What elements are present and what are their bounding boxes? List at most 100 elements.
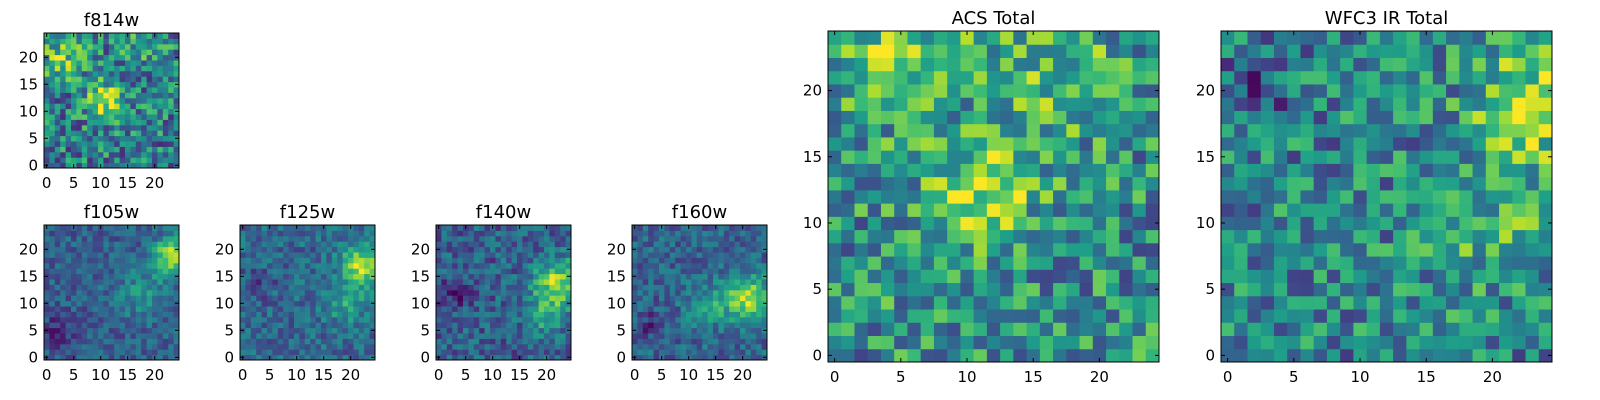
- heatmap-cell: [304, 300, 311, 307]
- x-tick-label: 10: [287, 366, 306, 384]
- heatmap-cell: [1106, 70, 1120, 85]
- heatmap-cell: [947, 136, 961, 151]
- heatmap-cell: [506, 333, 513, 339]
- heatmap-cell: [1538, 282, 1553, 297]
- y-tick-label: 20: [19, 48, 38, 66]
- heatmap-cell: [1066, 57, 1081, 72]
- heatmap-cell: [173, 252, 180, 258]
- heatmap-cell: [986, 242, 1001, 257]
- heatmap-cell: [60, 49, 67, 56]
- heatmap-cell: [294, 279, 300, 285]
- heatmap-cell: [1512, 348, 1527, 363]
- heatmap-cell: [648, 252, 655, 258]
- heatmap-cell: [152, 108, 158, 115]
- heatmap-cell: [1366, 70, 1381, 85]
- heatmap-cell: [304, 268, 311, 275]
- heatmap-cell: [1525, 203, 1540, 217]
- heatmap-cell: [973, 242, 988, 257]
- heatmap-cell: [1459, 150, 1474, 164]
- heatmap-cell: [1446, 269, 1460, 284]
- heatmap-cell: [98, 65, 104, 72]
- heatmap-cell: [506, 327, 513, 334]
- heatmap-cell: [326, 241, 333, 248]
- heatmap-cell: [245, 316, 252, 323]
- heatmap-cell: [867, 242, 882, 257]
- heatmap-cell: [1538, 309, 1553, 323]
- heatmap-cell: [114, 246, 121, 253]
- heatmap-cell: [108, 141, 115, 147]
- heatmap-cell: [841, 163, 855, 178]
- heatmap-cell: [669, 306, 676, 312]
- heatmap-cell: [119, 273, 126, 280]
- heatmap-cell: [277, 252, 284, 258]
- heatmap-cell: [1300, 83, 1315, 98]
- heatmap-cell: [549, 225, 556, 231]
- heatmap-cell: [348, 316, 354, 323]
- heatmap-cell: [162, 54, 169, 61]
- y-tick-label: 15: [411, 267, 430, 285]
- heatmap-cell: [283, 338, 290, 345]
- heatmap-cell: [1300, 282, 1315, 297]
- heatmap-cell: [468, 235, 475, 242]
- heatmap-cell: [60, 262, 67, 269]
- heatmap-cell: [130, 289, 137, 296]
- heatmap-cell: [756, 252, 763, 258]
- heatmap-cell: [680, 333, 687, 339]
- heatmap-cell: [277, 225, 284, 231]
- heatmap-cell: [119, 76, 126, 83]
- x-ticks-wfc3-ir-total: 0 5 10 15 20: [1223, 31, 1502, 386]
- heatmap-cell: [669, 316, 676, 323]
- heatmap-cell: [484, 273, 491, 280]
- heatmap-cell: [125, 230, 131, 237]
- heatmap-cell: [713, 230, 719, 237]
- heatmap-cell: [446, 284, 453, 291]
- heatmap-cell: [1406, 309, 1421, 323]
- heatmap-cell: [1132, 110, 1147, 125]
- heatmap-cell: [65, 103, 72, 110]
- heatmap-cell: [828, 31, 842, 45]
- heatmap-cell: [108, 235, 115, 242]
- heatmap-cell: [1419, 123, 1434, 138]
- heatmap-cell: [484, 343, 491, 350]
- heatmap-cell: [146, 343, 153, 350]
- heatmap-cell: [173, 43, 180, 50]
- heatmap-cell: [533, 279, 540, 285]
- heatmap-cell: [92, 92, 99, 99]
- heatmap-cell: [463, 241, 469, 248]
- heatmap-cell: [1340, 229, 1354, 244]
- heatmap-cell: [696, 322, 703, 329]
- heatmap-cell: [1273, 83, 1288, 98]
- heatmap-cell: [1300, 163, 1315, 178]
- heatmap-cell: [1432, 229, 1447, 244]
- heatmap-cell: [1366, 31, 1381, 45]
- heatmap-cell: [500, 327, 507, 334]
- heatmap-cell: [867, 348, 882, 363]
- heatmap-cell: [554, 322, 561, 329]
- heatmap-cell: [299, 343, 306, 350]
- heatmap-cell: [283, 354, 290, 361]
- x-tick-label: 20: [341, 366, 360, 384]
- heatmap-cell: [168, 141, 175, 147]
- heatmap-cell: [92, 130, 99, 137]
- heatmap-cell: [750, 235, 757, 242]
- heatmap-cell: [114, 157, 121, 164]
- heatmap-cell: [1092, 70, 1107, 85]
- heatmap-cell: [675, 333, 682, 339]
- heatmap-cell: [54, 262, 61, 269]
- heatmap-cell: [479, 306, 486, 312]
- y-tick-label: 15: [215, 267, 234, 285]
- heatmap-cell: [1079, 163, 1094, 178]
- heatmap-cell: [92, 241, 99, 248]
- heatmap-cell: [65, 295, 72, 302]
- heatmap-cell: [1525, 256, 1540, 270]
- heatmap-cell: [517, 241, 523, 248]
- heatmap-cell: [973, 282, 988, 297]
- heatmap-cell: [125, 151, 131, 158]
- heatmap-cell: [76, 38, 83, 45]
- heatmap-cell: [157, 322, 164, 329]
- heatmap-cell: [511, 241, 518, 248]
- heatmap-cell: [1525, 242, 1540, 257]
- heatmap-cell: [920, 57, 935, 72]
